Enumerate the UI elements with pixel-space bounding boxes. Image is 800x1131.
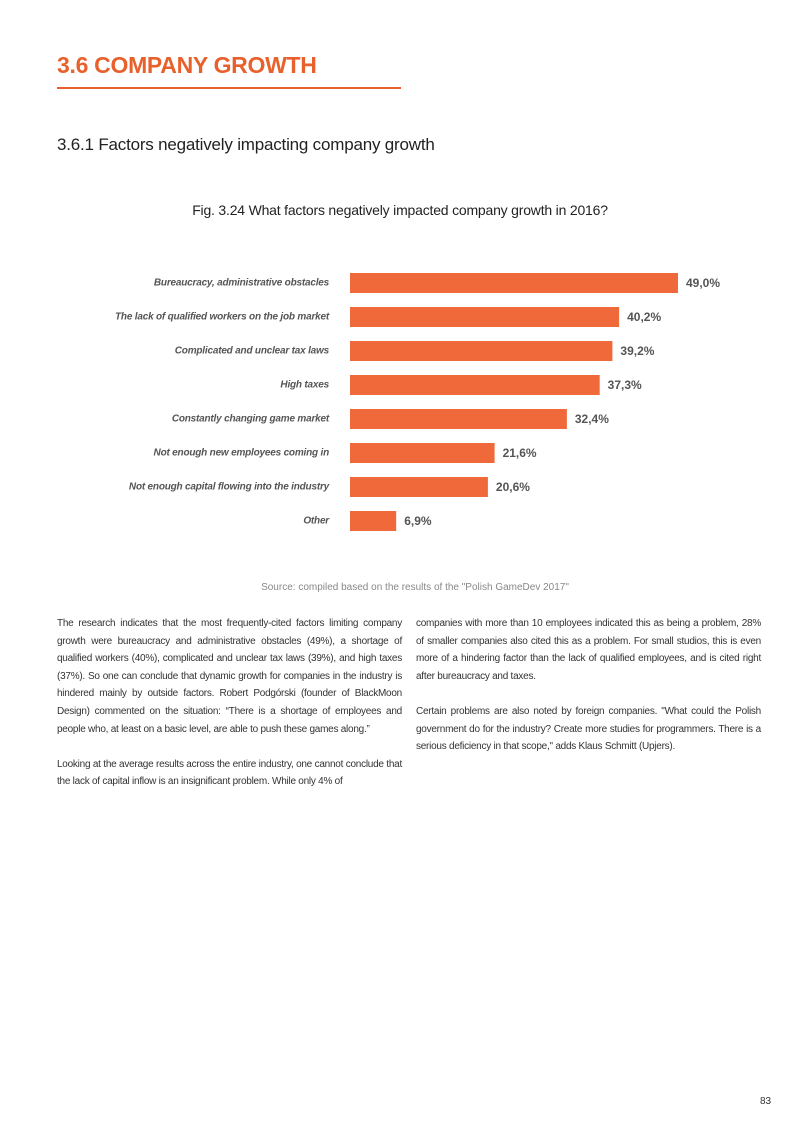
text-column: The research indicates that the most fre… [57, 615, 402, 809]
value-label: 6,9% [404, 514, 432, 528]
value-label: 20,6% [496, 480, 530, 494]
category-label: Constantly changing game market [172, 414, 330, 425]
bar [350, 307, 620, 327]
value-label: 21,6% [503, 446, 537, 460]
bar [350, 375, 600, 395]
category-label: High taxes [280, 380, 329, 391]
bar [350, 511, 397, 531]
paragraph: Looking at the average results across th… [57, 758, 402, 788]
bar [350, 477, 488, 497]
category-label: Not enough new employees coming in [154, 448, 330, 459]
page-title: 3.6 COMPANY GROWTH [57, 52, 317, 78]
category-label: Bureaucracy, administrative obstacles [154, 278, 330, 289]
paragraph: Certain problems are also noted by forei… [416, 705, 761, 753]
value-label: 40,2% [627, 310, 661, 324]
bar [350, 409, 567, 429]
bar [350, 341, 613, 361]
chart: Bureaucracy, administrative obstacles 49,… [115, 273, 720, 531]
source-note: Source: compiled based on the results of… [261, 582, 569, 593]
title-rule [57, 87, 401, 89]
bar [350, 443, 495, 463]
category-label: Other [303, 516, 330, 527]
page-number: 83 [760, 1096, 772, 1107]
text-column: companies with more than 10 employees in… [416, 615, 761, 773]
category-label: Not enough capital flowing into the indu… [129, 482, 330, 493]
figure-title: Fig. 3.24 What factors negatively impact… [192, 202, 608, 218]
paragraph: The research indicates that the most fre… [57, 618, 402, 735]
bar [350, 273, 678, 293]
value-label: 32,4% [575, 412, 609, 426]
category-label: The lack of qualified workers on the job… [115, 312, 330, 323]
category-label: Complicated and unclear tax laws [175, 346, 330, 357]
value-label: 49,0% [686, 276, 720, 290]
value-label: 37,3% [608, 378, 642, 392]
section-title: 3.6.1 Factors negatively impacting compa… [57, 135, 435, 154]
paragraph: companies with more than 10 employees in… [416, 618, 761, 682]
value-label: 39,2% [620, 344, 654, 358]
